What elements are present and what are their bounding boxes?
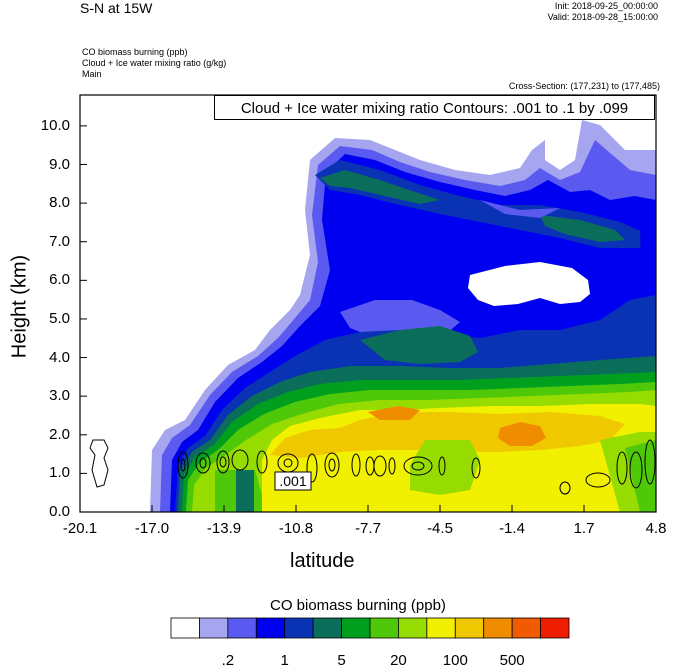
contour-ring: [195, 452, 211, 474]
x-tick-label: -10.8: [278, 520, 314, 537]
y-tick-label: 1.0: [49, 464, 70, 482]
y-tick-label: 4.0: [49, 348, 70, 366]
contour-ring: [180, 458, 186, 472]
field-band-orange: [270, 412, 625, 458]
field-teal-low: [236, 470, 254, 512]
contour-ring: [177, 451, 189, 479]
field-teal-mid: [360, 326, 478, 364]
contour-label-text: .001: [279, 473, 306, 489]
init-time: Init: 2018-09-25_00:00:00: [554, 1, 658, 11]
colorbar-swatch: [483, 617, 513, 639]
contour-ring: [471, 457, 481, 479]
contour-ring: [559, 481, 571, 495]
contour-ring: [256, 450, 268, 474]
contour-ring: [231, 449, 249, 471]
colorbar-swatch: [398, 617, 428, 639]
contour-ring: [403, 456, 433, 476]
contour-label-box: [274, 471, 312, 491]
contour-ring: [351, 453, 361, 477]
colorbar-label: 500: [499, 652, 525, 669]
contour-ring: [438, 456, 446, 476]
y-tick-label: 10.0: [40, 116, 70, 134]
colorbar-swatch: [426, 617, 456, 639]
contour-ring: [219, 456, 227, 468]
contour-ring: [283, 458, 293, 468]
y-tick-label: 9.0: [49, 155, 70, 173]
field-name-domain: Main: [82, 69, 102, 79]
contour-left: [89, 439, 109, 488]
y-tick-label: 2.0: [49, 425, 70, 443]
contour-ring: [306, 453, 318, 483]
x-tick-label: 1.7: [573, 520, 595, 537]
plot-title: S-N at 15W: [80, 0, 153, 16]
contour-ring: [324, 452, 340, 478]
contour-ring: [388, 457, 396, 475]
y-tick-label: 5.0: [49, 309, 70, 327]
colorbar-swatch: [227, 617, 257, 639]
contour-ring: [216, 450, 230, 474]
y-tick-label: 6.0: [49, 271, 70, 289]
y-tick-label: 7.0: [49, 232, 70, 250]
x-tick-label: -1.4: [499, 520, 525, 537]
x-tick-label: -7.7: [355, 520, 381, 537]
colorbar-swatch: [511, 617, 541, 639]
contour-ring: [328, 458, 336, 472]
x-tick-label: -17.0: [134, 520, 170, 537]
x-axis-label: latitude: [290, 550, 355, 572]
y-tick-label: 0.0: [49, 503, 70, 520]
x-tick-label: -13.9: [206, 520, 242, 537]
valid-time: Valid: 2018-09-28_15:00:00: [547, 12, 658, 22]
x-axis-ticks: [79, 505, 657, 512]
colorbar-swatch: [199, 617, 229, 639]
colorbar-label: 20: [390, 652, 407, 669]
contour-ring: [373, 455, 387, 477]
field-upper-teal: [320, 170, 440, 204]
colorbar-label: 1: [280, 652, 289, 669]
field-upper-medium-blue: [480, 200, 560, 218]
x-tick-label: 4.8: [645, 520, 667, 537]
field-gap-white-3: [468, 262, 590, 306]
filled-field: [150, 120, 656, 512]
cross-section-label: Cross-Section: (177,231) to (177,485): [508, 81, 660, 91]
colorbar-label: 100: [442, 652, 468, 669]
contour-ring: [644, 439, 656, 485]
colorbar-swatch: [284, 617, 314, 639]
contour-ring: [616, 451, 628, 485]
colorbar: [170, 617, 570, 639]
colorbar-label: 5: [337, 652, 346, 669]
field-blue-right-edge: [640, 225, 656, 290]
contour-ring: [199, 457, 207, 469]
x-tick-label: -4.5: [427, 520, 453, 537]
field-green-right: [625, 440, 656, 512]
contour-ring: [629, 451, 643, 489]
field-name-cloud: Cloud + Ice water mixing ratio (g/kg): [82, 58, 227, 68]
x-tick-label: -20.1: [62, 520, 98, 537]
contour-info-box: Cloud + Ice water mixing ratio Contours:…: [214, 95, 655, 120]
colorbar-swatch: [369, 617, 399, 639]
colorbar-swatch: [454, 617, 485, 639]
colorbar-title: CO biomass burning (ppb): [270, 597, 446, 614]
y-tick-label: 8.0: [49, 194, 70, 212]
contour-lines: [89, 439, 656, 495]
colorbar-swatch: [170, 617, 200, 639]
field-name-co: CO biomass burning (ppb): [82, 47, 188, 57]
contour-ring: [585, 472, 611, 488]
contour-ring: [411, 461, 425, 471]
y-axis-ticks: [80, 125, 87, 513]
colorbar-label: .2: [221, 652, 235, 669]
field-dark-orange-2: [368, 406, 420, 420]
colorbar-swatch: [255, 617, 286, 639]
colorbar-swatch: [341, 617, 371, 639]
field-upper-teal-2: [540, 215, 625, 242]
colorbar-swatch: [540, 617, 570, 639]
colorbar-swatch: [312, 617, 342, 639]
field-band-dark-orange: [498, 422, 546, 446]
y-tick-label: 3.0: [49, 387, 70, 405]
